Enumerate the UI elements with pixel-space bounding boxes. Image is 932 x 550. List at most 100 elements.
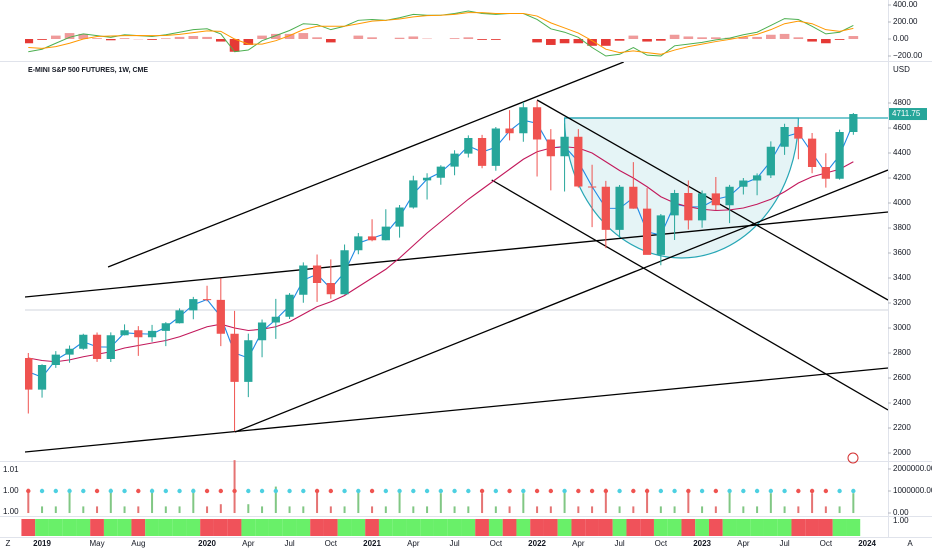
- signal-dot: [191, 488, 196, 494]
- candle-body: [230, 333, 239, 382]
- signal-dot: [163, 488, 169, 494]
- candle-body: [560, 136, 569, 157]
- volume-bar: [481, 493, 484, 514]
- trend-strip: [475, 519, 489, 536]
- trend-strip: [172, 519, 187, 536]
- signal-dot: [796, 488, 801, 494]
- candle-body: [601, 186, 610, 230]
- candle-body: [257, 322, 267, 341]
- candle-body: [725, 186, 734, 206]
- candle-body: [285, 294, 294, 317]
- macd-histogram-bar: [752, 36, 762, 40]
- signal-dot: [108, 488, 114, 494]
- macd-histogram-bar: [532, 39, 542, 43]
- volume-bar: [96, 506, 99, 514]
- signal-dot: [479, 488, 485, 494]
- volume-bar: [783, 506, 786, 514]
- macd-histogram-bar: [64, 33, 75, 40]
- signal-dot: [328, 488, 334, 494]
- alert-icon[interactable]: [847, 452, 859, 464]
- candle-body: [37, 365, 47, 390]
- volume-bar: [769, 493, 772, 514]
- volume-bar: [41, 506, 44, 514]
- trend-line: [234, 169, 888, 433]
- signal-dot: [218, 488, 224, 494]
- candle-body: [51, 354, 60, 365]
- signal-dot: [246, 488, 251, 494]
- candle-body: [807, 138, 817, 167]
- volume-bar: [316, 490, 319, 514]
- signal-dot: [534, 488, 540, 494]
- trend-strip: [213, 519, 228, 536]
- candle-body: [189, 299, 198, 311]
- last-price-label: 4711.75: [892, 109, 921, 118]
- signal-dot: [493, 488, 499, 494]
- macd-histogram-bar: [174, 36, 185, 40]
- candle-body: [670, 193, 679, 216]
- candle-body: [422, 177, 432, 181]
- candle-body: [367, 236, 377, 241]
- macd-histogram-bar: [766, 34, 776, 40]
- macd-histogram-bar: [491, 39, 501, 40]
- y-tick-label: 2000: [893, 448, 911, 457]
- volume-bar: [54, 506, 57, 514]
- macd-histogram-bar: [119, 38, 130, 40]
- trend-strip: [557, 519, 572, 536]
- corner-label[interactable]: A: [907, 539, 913, 548]
- volume-tick-label: 2000000.00: [893, 464, 932, 473]
- x-tick-label: 2023: [693, 539, 711, 548]
- candle-body: [697, 193, 707, 221]
- volume-bar: [137, 506, 140, 514]
- macd-histogram-bar: [669, 34, 680, 40]
- volume-bar: [233, 460, 236, 514]
- trend-strip: [502, 519, 517, 536]
- signal-dot: [603, 488, 609, 494]
- trend-strip: [488, 519, 503, 536]
- trend-strip: [296, 519, 311, 536]
- candle-body: [120, 330, 129, 336]
- candle-body: [299, 265, 308, 295]
- trend-strip: [640, 519, 654, 536]
- candle-body: [587, 186, 597, 188]
- volume-bar: [467, 506, 470, 514]
- candle-body: [849, 114, 858, 132]
- price-plot: [25, 62, 888, 453]
- signal-dot: [287, 488, 292, 494]
- macd-histogram-bar: [312, 37, 322, 40]
- trend-strip: [736, 519, 751, 536]
- signal-dot: [53, 488, 59, 494]
- x-tick-label: May: [89, 539, 104, 548]
- volume-bar: [701, 506, 704, 514]
- candle-body: [216, 299, 225, 334]
- signal-dot: [672, 488, 677, 494]
- trend-line: [25, 367, 888, 453]
- signal-dot: [177, 488, 182, 494]
- volume-bar: [247, 504, 250, 514]
- candle-body: [312, 265, 322, 283]
- x-tick-label: Oct: [820, 539, 833, 548]
- corner-label[interactable]: Z: [6, 539, 11, 548]
- macd-tick-label: −200.00: [893, 51, 923, 60]
- candle-body: [271, 316, 280, 323]
- signal-dot: [754, 488, 760, 494]
- macd-histogram-bar: [821, 39, 831, 44]
- trend-strip: [131, 519, 146, 536]
- macd-histogram-bar: [298, 33, 309, 40]
- signal-dot: [699, 488, 705, 494]
- x-tick-label: Apr: [572, 539, 585, 548]
- volume-bar: [646, 488, 649, 514]
- trend-strip: [805, 519, 819, 536]
- volume-bar: [123, 506, 126, 514]
- signal-dot: [369, 488, 375, 494]
- macd-histogram-bar: [711, 37, 721, 40]
- signal-dot: [741, 488, 746, 494]
- signal-dot: [259, 488, 265, 494]
- volume-bar: [329, 506, 332, 514]
- candle-body: [821, 167, 830, 179]
- y-tick-label: 3600: [893, 248, 911, 257]
- candle-body: [106, 335, 115, 359]
- signal-dot: [122, 488, 127, 494]
- signal-line: [28, 12, 854, 55]
- volume-bar: [27, 488, 30, 514]
- candle-body: [464, 138, 473, 154]
